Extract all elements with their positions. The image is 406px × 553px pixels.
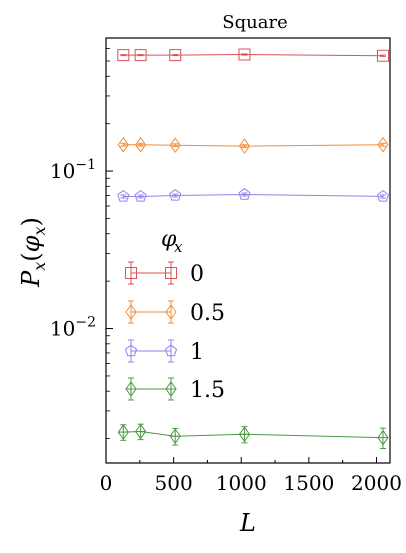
- data-point-shape: [169, 428, 181, 445]
- series-3: [117, 423, 389, 450]
- series-1: [117, 136, 389, 154]
- data-point: [169, 49, 182, 62]
- legend-marker-shape: [125, 381, 137, 397]
- data-point: [117, 424, 129, 440]
- data-point-shape: [238, 138, 251, 154]
- data-point: [169, 189, 182, 201]
- legend-marker-shape: [165, 381, 177, 397]
- y-axis: 10−1 10−2: [50, 48, 113, 440]
- data-point: [134, 423, 147, 440]
- data-point: [169, 428, 181, 445]
- legend-label: 0: [190, 262, 204, 287]
- data-point: [238, 188, 251, 200]
- legend-marker: [165, 304, 177, 320]
- data-point: [117, 190, 130, 202]
- x-axis: 0 500 1000 1500 2000: [100, 457, 402, 495]
- legend-entry-3: 1.5: [125, 377, 225, 403]
- legend-title: φ x: [161, 227, 183, 256]
- x-tick-label: 0: [100, 471, 113, 495]
- series-line-0: [123, 53, 383, 57]
- data-point: [238, 48, 251, 61]
- y-tick-label: 10−1: [50, 157, 96, 183]
- series-line-3: [123, 430, 383, 439]
- data-point-shape: [377, 136, 389, 153]
- data-point: [117, 49, 130, 62]
- series-line-1: [123, 144, 383, 147]
- x-tick-label: 1000: [216, 471, 267, 495]
- legend-marker: [125, 267, 137, 279]
- series-2: [117, 188, 390, 202]
- data-point-shape: [377, 429, 389, 446]
- legend-entry-0: 0: [125, 261, 204, 287]
- x-tick-label: 1500: [283, 471, 334, 495]
- legend-label: 1: [190, 340, 204, 365]
- data-point-shape: [134, 136, 147, 153]
- data-point-shape: [117, 424, 129, 440]
- data-point: [238, 138, 251, 154]
- data-point: [134, 136, 147, 153]
- x-tick-label: 500: [155, 471, 193, 495]
- plot-area: [117, 48, 390, 450]
- plot-frame: [105, 37, 391, 464]
- legend-marker: [124, 344, 138, 357]
- data-point-shape: [134, 423, 147, 440]
- data-point-shape: [169, 137, 181, 154]
- data-point: [134, 190, 147, 202]
- y-axis-label: Px(φx): [17, 217, 49, 288]
- series-0: [117, 48, 389, 62]
- data-point: [134, 49, 147, 62]
- legend-marker: [125, 304, 137, 320]
- legend-label: 1.5: [190, 378, 225, 403]
- legend-entry-1: 0.5: [125, 300, 225, 326]
- y-axis-label-text: Px(φx): [17, 217, 49, 288]
- y-tick-label: 10−2: [50, 315, 96, 341]
- legend-marker: [165, 381, 177, 397]
- series-line-2: [123, 193, 383, 197]
- chart-title: Square: [222, 12, 287, 33]
- data-point: [377, 136, 389, 153]
- data-point: [238, 426, 251, 443]
- data-point: [376, 49, 389, 62]
- x-tick-label: 2000: [351, 471, 402, 495]
- data-point-shape: [238, 426, 251, 443]
- legend-entry-2: 1: [124, 339, 204, 365]
- data-point-shape: [117, 136, 129, 153]
- data-point: [376, 190, 390, 202]
- data-point: [377, 429, 389, 446]
- legend-title-main: φ: [161, 227, 177, 252]
- data-point: [117, 136, 129, 153]
- x-axis-label: L: [239, 509, 256, 537]
- legend-label: 0.5: [190, 301, 225, 326]
- data-point: [169, 137, 181, 154]
- legend-marker: [125, 381, 137, 397]
- legend-marker-shape: [165, 304, 177, 320]
- legend: 0 0.5 1 1.5: [124, 261, 225, 403]
- legend-marker: [164, 344, 178, 357]
- legend-marker-shape: [125, 304, 137, 320]
- legend-title-sub: x: [174, 238, 183, 256]
- legend-marker: [165, 267, 177, 279]
